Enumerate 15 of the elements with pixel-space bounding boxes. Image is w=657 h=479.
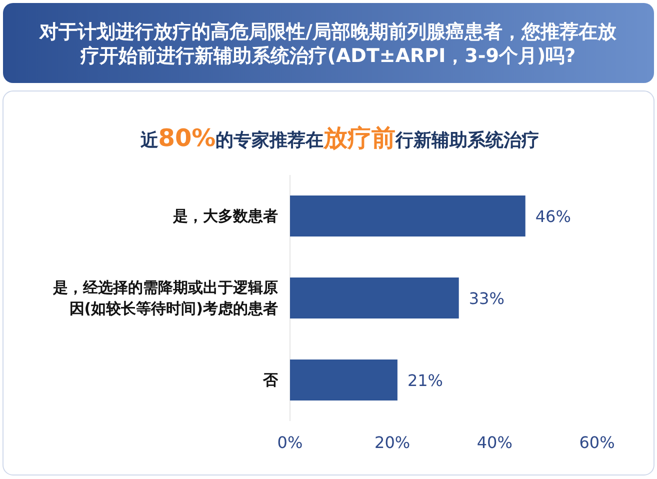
x-tick-label: 0% (277, 433, 303, 452)
x-tick-label: 60% (579, 433, 615, 452)
chart-subtitle: 近80%的专家推荐在放疗前行新辅助系统治疗 (139, 124, 540, 152)
data-label: 46% (535, 207, 571, 226)
y-tick-label: 是，经选择的需降期或出于逻辑原因(如较长等待时间)考虑的患者 (52, 278, 278, 318)
data-label: 33% (468, 289, 504, 308)
bar (290, 196, 526, 236)
bar (290, 360, 398, 400)
y-tick-label: 是，大多数患者 (172, 207, 278, 225)
bar (290, 278, 459, 318)
x-tick-label: 20% (374, 433, 410, 452)
x-tick-label: 40% (476, 433, 512, 452)
data-label: 21% (407, 371, 444, 390)
chart-title: 对于计划进行放疗的高危局限性/局部晚期前列腺癌患者，您推荐在放疗开始前进行新辅助系统治疗(ADT±ARPI，3-9个月)吗? (38, 21, 618, 67)
y-tick-label: 否 (262, 371, 279, 389)
